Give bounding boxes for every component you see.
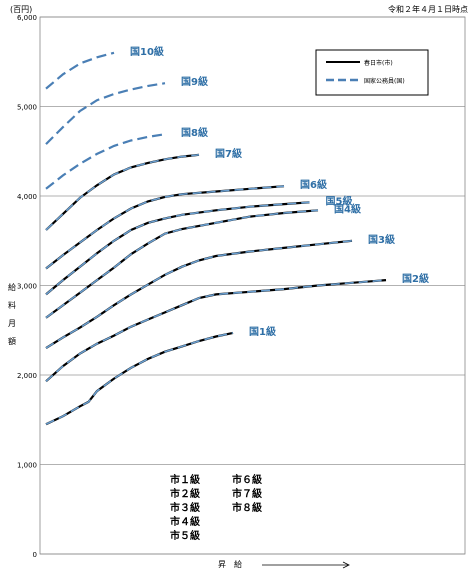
y-tick-label: 0 <box>33 551 37 559</box>
series-label: 国4級 <box>334 202 361 215</box>
kasuga-grade: 市５級 <box>170 529 200 542</box>
y-axis-label-char: 料 <box>8 300 16 310</box>
x-axis-label: 昇 給 <box>218 559 242 569</box>
legend-label-kasuga: 春日市(市) <box>364 59 393 67</box>
y-axis-label-char: 月 <box>8 319 16 328</box>
y-tick-labels: 0 1,000 2,000 3,000 4,000 5,000 6,000 <box>17 14 37 559</box>
kasuga-grade: 市３級 <box>170 501 200 514</box>
series-label: 国5級 <box>326 194 353 207</box>
kasuga-grade: 市７級 <box>232 487 262 500</box>
y-tick-label: 1,000 <box>17 462 37 470</box>
series-label: 国10級 <box>130 45 164 58</box>
national-line <box>45 133 166 190</box>
legend-label-national: 国家公務員(国) <box>364 77 405 85</box>
plot-area <box>39 16 466 555</box>
unit-label: (百円) <box>10 5 32 14</box>
x-axis-arrowhead <box>342 561 350 569</box>
national-line <box>45 154 200 231</box>
series-lines <box>45 51 387 426</box>
national-line <box>45 185 285 270</box>
national-line <box>45 201 310 296</box>
series-label: 国7級 <box>215 147 242 160</box>
kasuga-grade: 市８級 <box>232 501 262 514</box>
y-tick-label: 5,000 <box>17 104 37 112</box>
y-tick-label: 3,000 <box>17 283 37 291</box>
y-tick-label: 2,000 <box>17 372 37 380</box>
kasuga-grade: 市２級 <box>170 487 200 500</box>
national-line <box>45 332 234 425</box>
gridlines <box>40 16 465 555</box>
date-note: 令和２年４月１日時点 <box>388 4 468 14</box>
series-label: 国2級 <box>402 272 429 285</box>
national-line <box>45 51 115 90</box>
national-line <box>45 82 166 145</box>
kasuga-line <box>45 209 319 319</box>
legend-box <box>315 49 429 96</box>
series-label: 国3級 <box>368 233 395 246</box>
series-label: 国9級 <box>181 75 208 88</box>
y-tick-label: 4,000 <box>17 193 37 201</box>
legend: 春日市(市) 国家公務員(国) <box>315 49 429 96</box>
kasuga-line <box>45 153 200 231</box>
kasuga-grade: 市４級 <box>170 515 200 528</box>
kasuga-grade: 市１級 <box>170 473 200 486</box>
national-line <box>45 209 319 319</box>
y-axis-label-char: 額 <box>8 336 16 346</box>
series-label: 国8級 <box>181 126 208 139</box>
y-axis-label-char: 給 <box>8 282 16 292</box>
kasuga-line <box>45 185 285 270</box>
series-label: 国6級 <box>300 178 327 191</box>
kasuga-line <box>45 279 387 383</box>
national-line <box>45 240 353 349</box>
series-label: 国1級 <box>249 325 276 338</box>
y-tick-label: 6,000 <box>17 14 37 22</box>
national-line <box>45 279 387 382</box>
kasuga-grade: 市６級 <box>232 473 262 486</box>
